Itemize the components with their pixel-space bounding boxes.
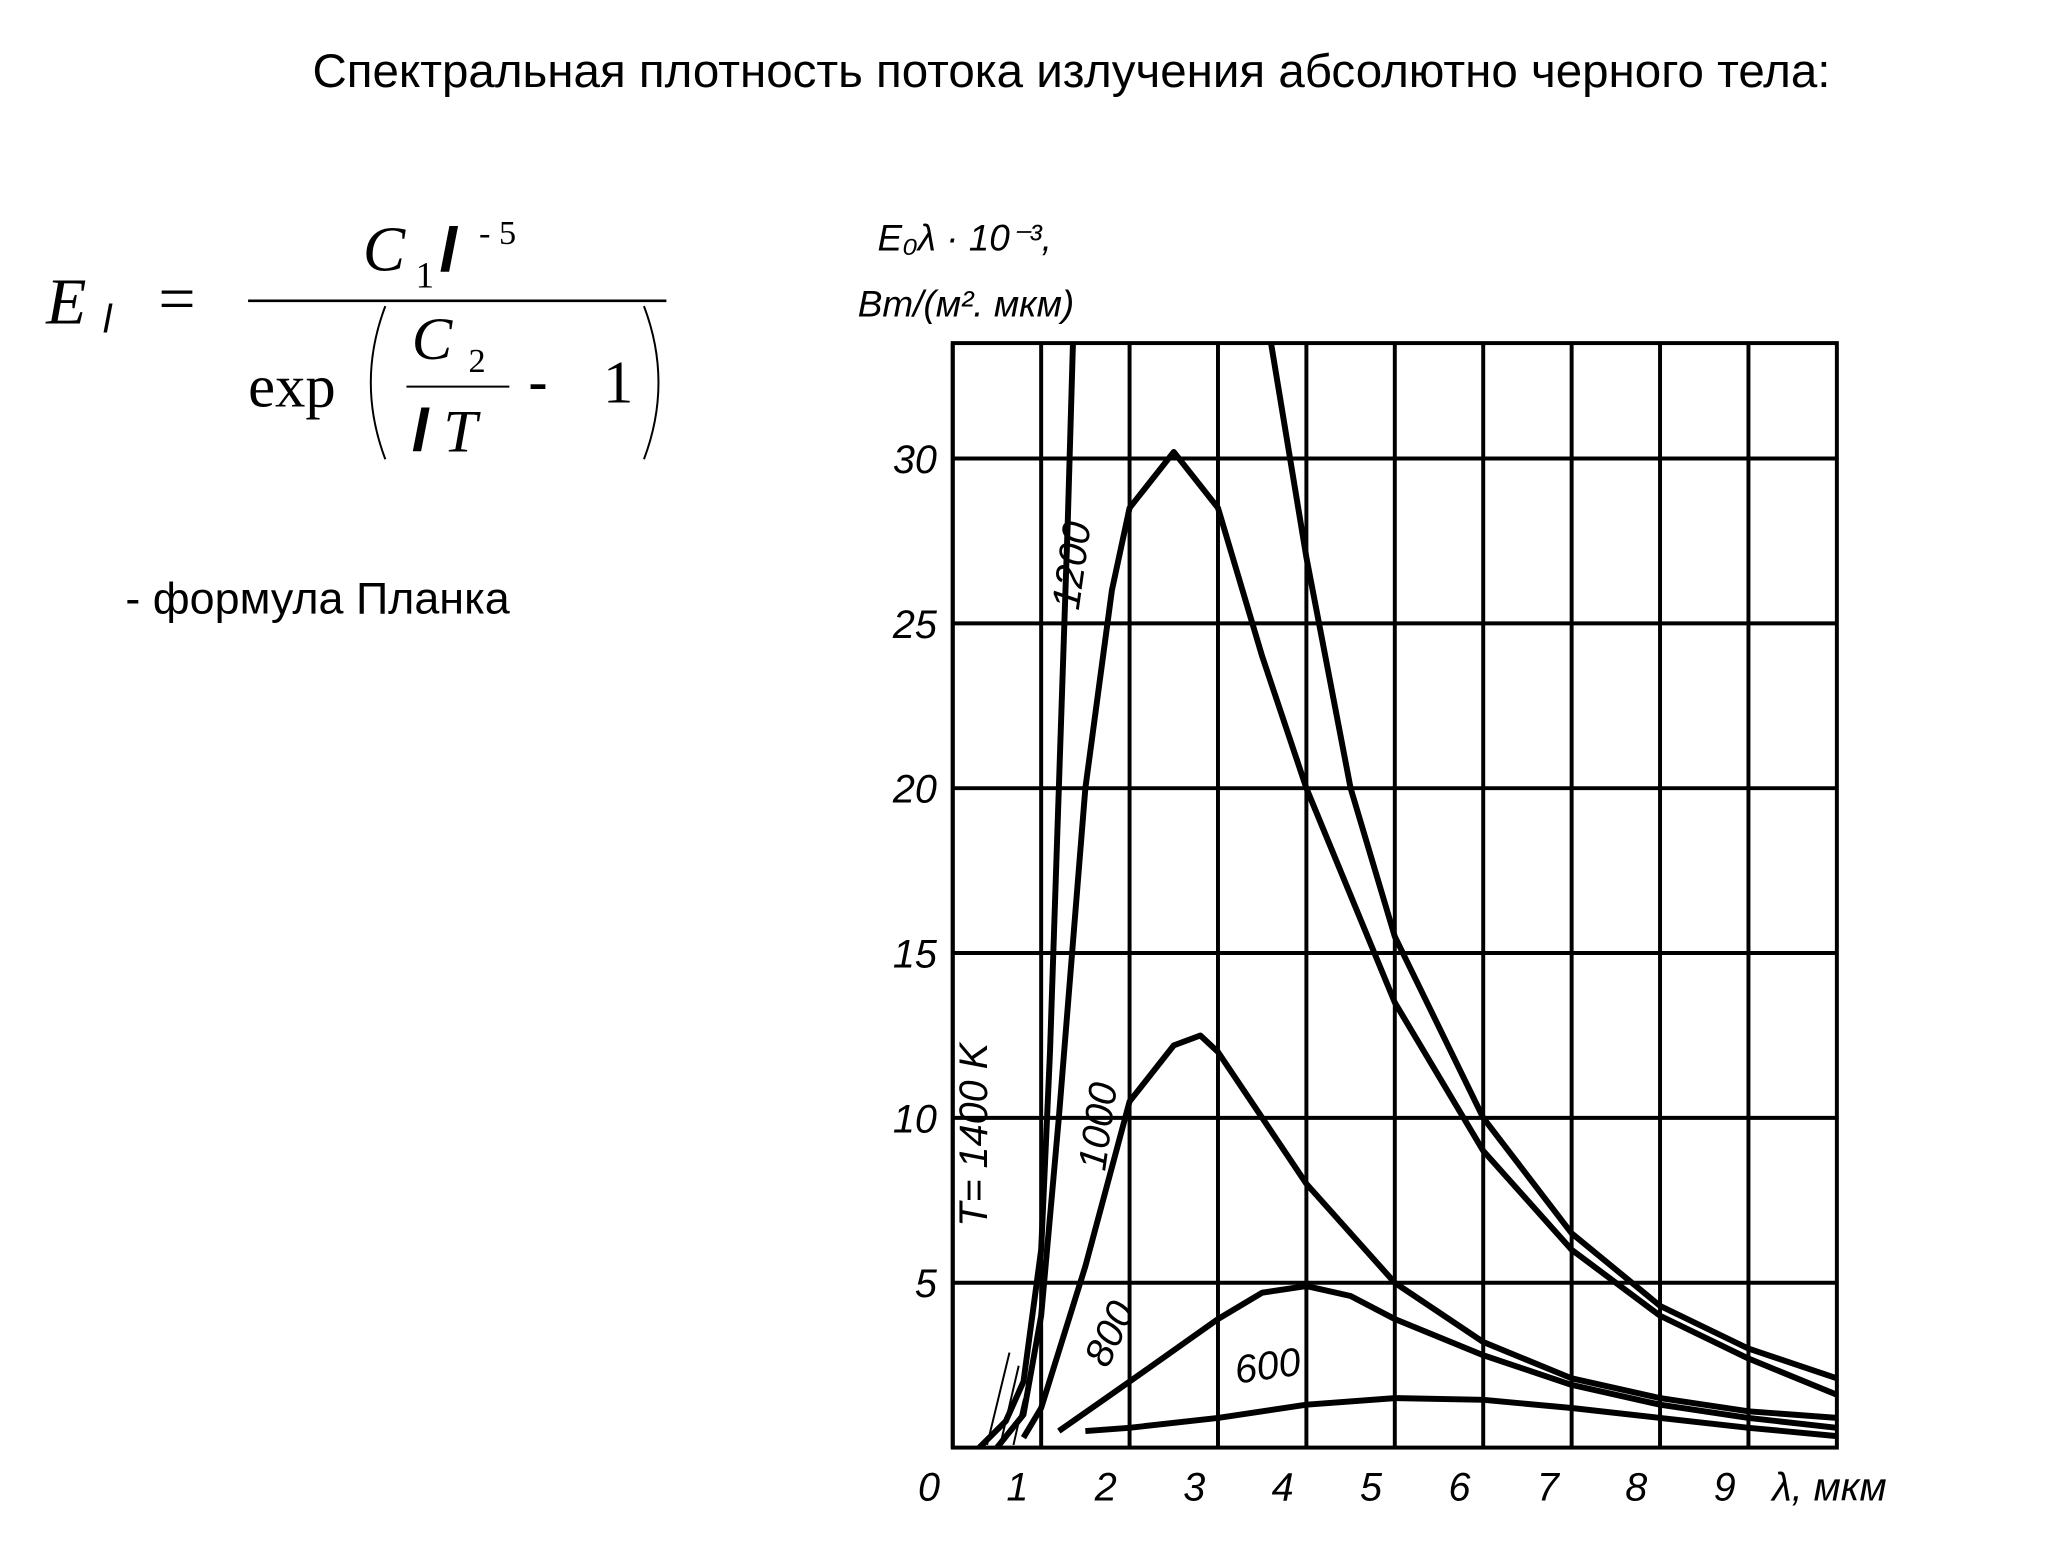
curve-label: T= 1400 K: [952, 1041, 996, 1226]
x-tick-label: 7: [1537, 1465, 1561, 1509]
curve-label: 600: [1232, 1340, 1304, 1393]
x-tick-label: 3: [1183, 1465, 1205, 1509]
formula-symbol: l: [412, 396, 430, 464]
y-tick-label: 5: [915, 1262, 938, 1306]
formula-subscript: l: [103, 298, 113, 342]
curve-label: 1200: [1044, 519, 1100, 612]
y-tick-label: 30: [893, 438, 937, 482]
formula-symbol: =: [158, 263, 195, 336]
x-tick-label: 5: [1360, 1465, 1383, 1509]
x-axis-label: λ, мкм: [1770, 1465, 1886, 1509]
x-tick-label: 6: [1448, 1465, 1471, 1509]
formula-function: exp: [248, 353, 336, 420]
formula-symbol: 1: [603, 349, 633, 416]
formula-subscript: 2: [468, 342, 485, 380]
curve: [977, 342, 1838, 1450]
paren: [369, 305, 387, 460]
formula-symbol: C: [363, 215, 406, 285]
y-tick-label: 25: [892, 603, 938, 647]
y-tick-label: 10: [893, 1097, 937, 1141]
x-tick-label: 2: [1094, 1465, 1117, 1509]
y-axis-label: E₀λ · 10⁻³,: [878, 218, 1052, 259]
formula-exponent: - 5: [479, 214, 516, 252]
curve: [1085, 1395, 1838, 1440]
x-tick-label: 8: [1625, 1465, 1647, 1509]
x-tick-label: 1: [1006, 1465, 1028, 1509]
formula: E l = C 1 l - 5 exp C 2 l T - 1: [45, 214, 667, 465]
slide-title: Спектральная плотность потока излучения …: [312, 45, 1830, 98]
curve: [1020, 1032, 1838, 1440]
y-tick-label: 20: [892, 768, 937, 812]
y-tick-label: 15: [893, 933, 938, 977]
paren: [643, 305, 660, 460]
curve-label: 800: [1076, 1295, 1144, 1373]
x-tick-label: 9: [1714, 1465, 1736, 1509]
formula-subscript: 1: [416, 255, 434, 296]
formula-symbol: C: [412, 306, 454, 373]
curve: [994, 448, 1838, 1450]
formula-symbol: E: [45, 265, 86, 338]
formula-symbol: T: [443, 398, 481, 465]
curve-label: 1000: [1070, 1080, 1126, 1173]
x-tick-label: 4: [1272, 1465, 1294, 1509]
x-tick-label: 0: [918, 1465, 940, 1509]
y-axis-label: Вт/(м². мкм): [858, 284, 1075, 325]
formula-symbol: l: [439, 216, 458, 286]
curve: [1057, 1283, 1838, 1434]
formula-symbol: -: [528, 347, 548, 415]
caption: - формула Планка: [125, 573, 509, 624]
